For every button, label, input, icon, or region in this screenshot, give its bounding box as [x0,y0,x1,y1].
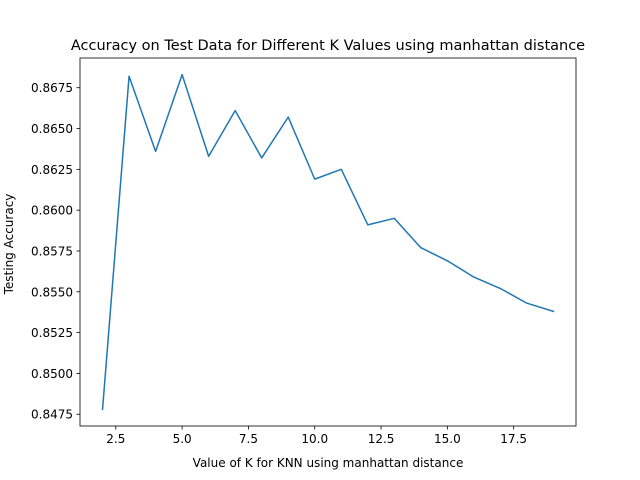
x-tick-label: 17.5 [500,432,527,446]
y-tick-label: 0.8575 [31,244,73,258]
chart-title: Accuracy on Test Data for Different K Va… [71,38,585,54]
plot-area [79,57,577,427]
y-tick-label: 0.8650 [31,122,73,136]
x-tick-label: 15.0 [434,432,461,446]
x-axis-label: Value of K for KNN using manhattan dista… [193,456,464,470]
x-tick-label: 2.5 [106,432,125,446]
y-axis-label: Testing Accuracy [2,194,16,296]
x-tick-label: 5.0 [173,432,192,446]
y-tick-label: 0.8550 [31,285,73,299]
y-tick-label: 0.8475 [31,408,73,422]
x-tick-label: 7.5 [239,432,258,446]
y-tick-label: 0.8675 [31,81,73,95]
x-tick-label: 12.5 [368,432,395,446]
series-line-0 [101,73,555,411]
y-tick-label: 0.8500 [31,367,73,381]
y-tick-label: 0.8525 [31,326,73,340]
y-axis: 0.8475 0.8500 0.8525 0.8550 0.8575 0.8600 0.86… [31,81,80,422]
y-tick-label: 0.8600 [31,204,73,218]
x-tick-label: 10.0 [301,432,328,446]
x-axis: 2.5 5.0 7.5 10.0 12.5 15.0 17.5 [106,426,527,446]
plot-frame [79,57,577,427]
y-tick-label: 0.8625 [31,163,73,177]
